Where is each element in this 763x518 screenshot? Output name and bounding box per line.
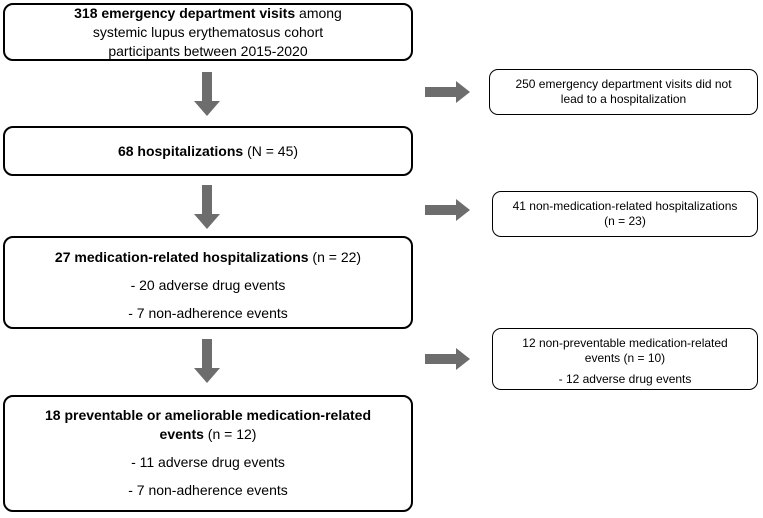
box-text: among: [295, 4, 342, 21]
box-text: events (n = 10): [584, 351, 666, 365]
flow-box-hospitalizations: 68 hospitalizations (N = 45): [3, 126, 413, 176]
box-text: 41 non-medication-related hospitalizatio…: [512, 199, 738, 213]
flow-box-preventable-events-heading: 18 preventable or ameliorable medication…: [5, 406, 411, 444]
box-text: systemic lupus erythematosus cohort: [92, 23, 324, 40]
flow-box-hospitalizations-text: 68 hospitalizations (N = 45): [5, 142, 411, 161]
flow-box-medication-hospitalizations: 27 medication-related hospitalizations (…: [3, 236, 413, 329]
box-list-item: - 7 non-adherence events: [128, 305, 288, 321]
box-text: 12 non-preventable medication-related: [522, 336, 728, 350]
box-text-bold: 318 emergency department visits: [74, 4, 296, 21]
flow-box-no-hospitalization: 250 emergency department visits did not …: [489, 69, 758, 115]
flow-box-ed-visits-text: 318 emergency department visits among sy…: [5, 4, 411, 61]
box-text: (N = 45): [243, 142, 299, 159]
flow-box-non-medication-hospitalizations: 41 non-medication-related hospitalizatio…: [492, 191, 758, 237]
flow-box-non-preventable-events-heading: 12 non-preventable medication-related ev…: [493, 336, 757, 366]
box-list-item: - 20 adverse drug events: [130, 277, 286, 293]
flow-box-non-preventable-events: 12 non-preventable medication-related ev…: [492, 328, 758, 390]
box-text-bold: 68 hospitalizations: [117, 142, 244, 159]
flow-box-no-hospitalization-text: 250 emergency department visits did not …: [490, 77, 757, 107]
flow-box-ed-visits: 318 emergency department visits among sy…: [3, 3, 413, 61]
right-arrow-icon: [425, 81, 470, 103]
box-text: (n = 22): [308, 249, 362, 265]
box-list-item: - 11 adverse drug events: [131, 454, 285, 470]
down-arrow-icon: [194, 72, 220, 116]
flow-box-non-medication-hospitalizations-text: 41 non-medication-related hospitalizatio…: [493, 199, 757, 229]
box-list-item: - 7 non-adherence events: [128, 482, 288, 498]
right-arrow-icon: [425, 199, 470, 221]
box-text: 250 emergency department visits did not: [515, 77, 732, 91]
box-text-bold: 18 preventable or ameliorable medication…: [44, 407, 371, 423]
box-text: (n = 23): [604, 214, 646, 228]
box-text: lead to a hospitalization: [560, 92, 687, 106]
flow-box-preventable-events: 18 preventable or ameliorable medication…: [3, 395, 413, 512]
box-list-item: - 12 adverse drug events: [558, 372, 692, 386]
flow-box-medication-hospitalizations-heading: 27 medication-related hospitalizations (…: [5, 248, 411, 267]
down-arrow-icon: [194, 185, 220, 229]
down-arrow-icon: [194, 339, 220, 383]
right-arrow-icon: [425, 348, 470, 370]
box-text-bold: 27 medication-related hospitalizations: [54, 249, 309, 265]
box-text: participants between 2015-2020: [108, 42, 308, 59]
box-text-bold: events: [159, 426, 204, 442]
box-text: (n = 12): [203, 426, 257, 442]
